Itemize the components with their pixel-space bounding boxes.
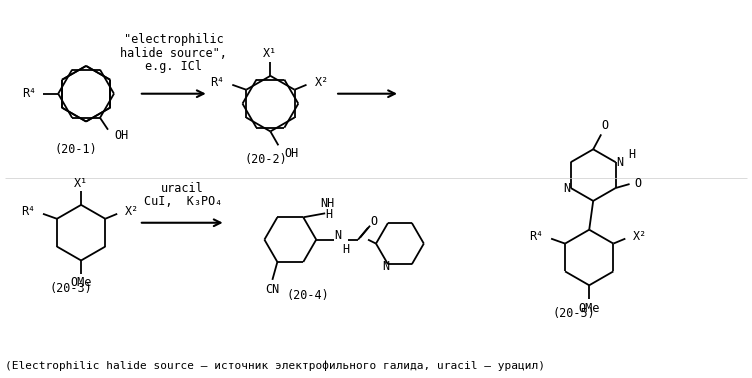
Text: H: H [628,148,635,161]
Text: O: O [371,215,378,228]
Text: OH: OH [284,147,299,160]
Text: (20-5): (20-5) [553,307,596,319]
Text: (Electrophilic halide source – источник электрофильного галида, uracil – урацил): (Electrophilic halide source – источник … [5,360,545,371]
Text: X²: X² [314,76,329,89]
Text: NH: NH [320,197,335,210]
Text: N: N [383,260,390,273]
Text: CuI,  K₃PO₄: CuI, K₃PO₄ [144,195,222,208]
Text: (20-3): (20-3) [50,282,92,295]
Text: X²: X² [125,205,139,218]
Text: X¹: X¹ [263,48,277,60]
Text: H: H [326,208,332,221]
Text: OMe: OMe [71,276,92,289]
Text: H: H [343,243,350,256]
Text: N: N [563,181,570,195]
Text: N: N [335,229,341,242]
Text: O: O [602,119,608,132]
Text: N: N [616,156,623,169]
Text: (20-4): (20-4) [287,289,329,302]
Text: X²: X² [633,230,647,243]
Text: halide source",: halide source", [120,46,227,59]
Text: CN: CN [265,283,280,296]
Text: R⁴: R⁴ [22,87,36,100]
Text: R⁴: R⁴ [21,205,35,218]
Text: O: O [634,177,641,189]
Text: e.g. ICl: e.g. ICl [145,60,202,73]
Text: uracil: uracil [162,181,204,195]
Text: "electrophilic: "electrophilic [124,33,223,46]
Text: OMe: OMe [578,302,600,314]
Text: R⁴: R⁴ [529,230,543,243]
Text: (20-2): (20-2) [244,153,287,166]
Text: R⁴: R⁴ [210,76,224,89]
Text: X¹: X¹ [74,177,88,189]
Text: OH: OH [114,129,129,142]
Text: (20-1): (20-1) [55,143,98,156]
